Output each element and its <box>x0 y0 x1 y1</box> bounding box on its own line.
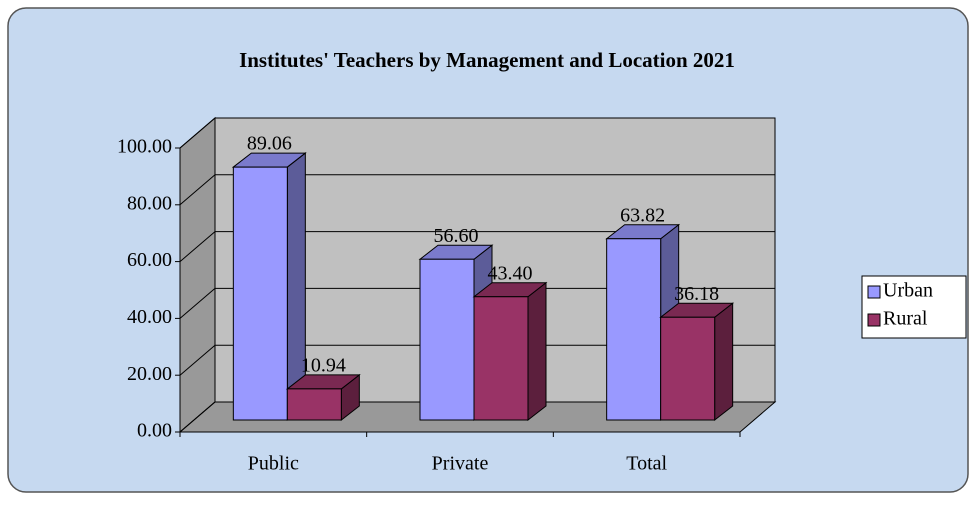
chart-title: Institutes' Teachers by Management and L… <box>239 48 735 72</box>
side-wall <box>179 116 216 434</box>
data-label: 36.18 <box>674 283 719 305</box>
x-tick-label: Public <box>248 453 299 475</box>
legend-swatch <box>867 313 881 327</box>
bar <box>472 281 548 422</box>
data-label: 63.82 <box>620 204 665 226</box>
bar-side <box>527 281 547 422</box>
grid-line <box>179 174 216 206</box>
bar <box>285 373 361 422</box>
y-tick-label: 80.00 <box>127 192 172 214</box>
bar-side <box>714 302 734 422</box>
grid-line <box>179 344 216 376</box>
bar <box>231 152 307 422</box>
grid-line <box>179 288 216 319</box>
data-label: 89.06 <box>247 133 292 155</box>
bar-front <box>606 238 662 421</box>
data-label: 10.94 <box>301 355 346 377</box>
bar-front <box>286 388 342 421</box>
y-tick-label: 60.00 <box>127 249 172 271</box>
grid-line <box>179 117 216 149</box>
y-tick-label: 20.00 <box>127 363 172 385</box>
bar-front <box>473 296 529 421</box>
grid-line <box>179 401 216 433</box>
legend-label: Urban <box>883 280 933 302</box>
bar <box>659 302 735 422</box>
y-tick-label: 0.00 <box>137 420 172 442</box>
legend-label: Rural <box>883 308 928 330</box>
data-label: 56.60 <box>434 225 479 247</box>
y-tick-label: 40.00 <box>127 306 172 328</box>
bar-front <box>660 316 716 421</box>
x-tick-label: Private <box>432 453 489 475</box>
x-tick-label: Total <box>626 453 667 475</box>
y-tick-label: 100.00 <box>117 136 172 158</box>
bar-front <box>419 258 475 421</box>
legend-swatch <box>867 285 881 299</box>
data-label: 43.40 <box>488 262 533 284</box>
grid-line <box>179 231 216 262</box>
bar-front <box>232 166 288 421</box>
